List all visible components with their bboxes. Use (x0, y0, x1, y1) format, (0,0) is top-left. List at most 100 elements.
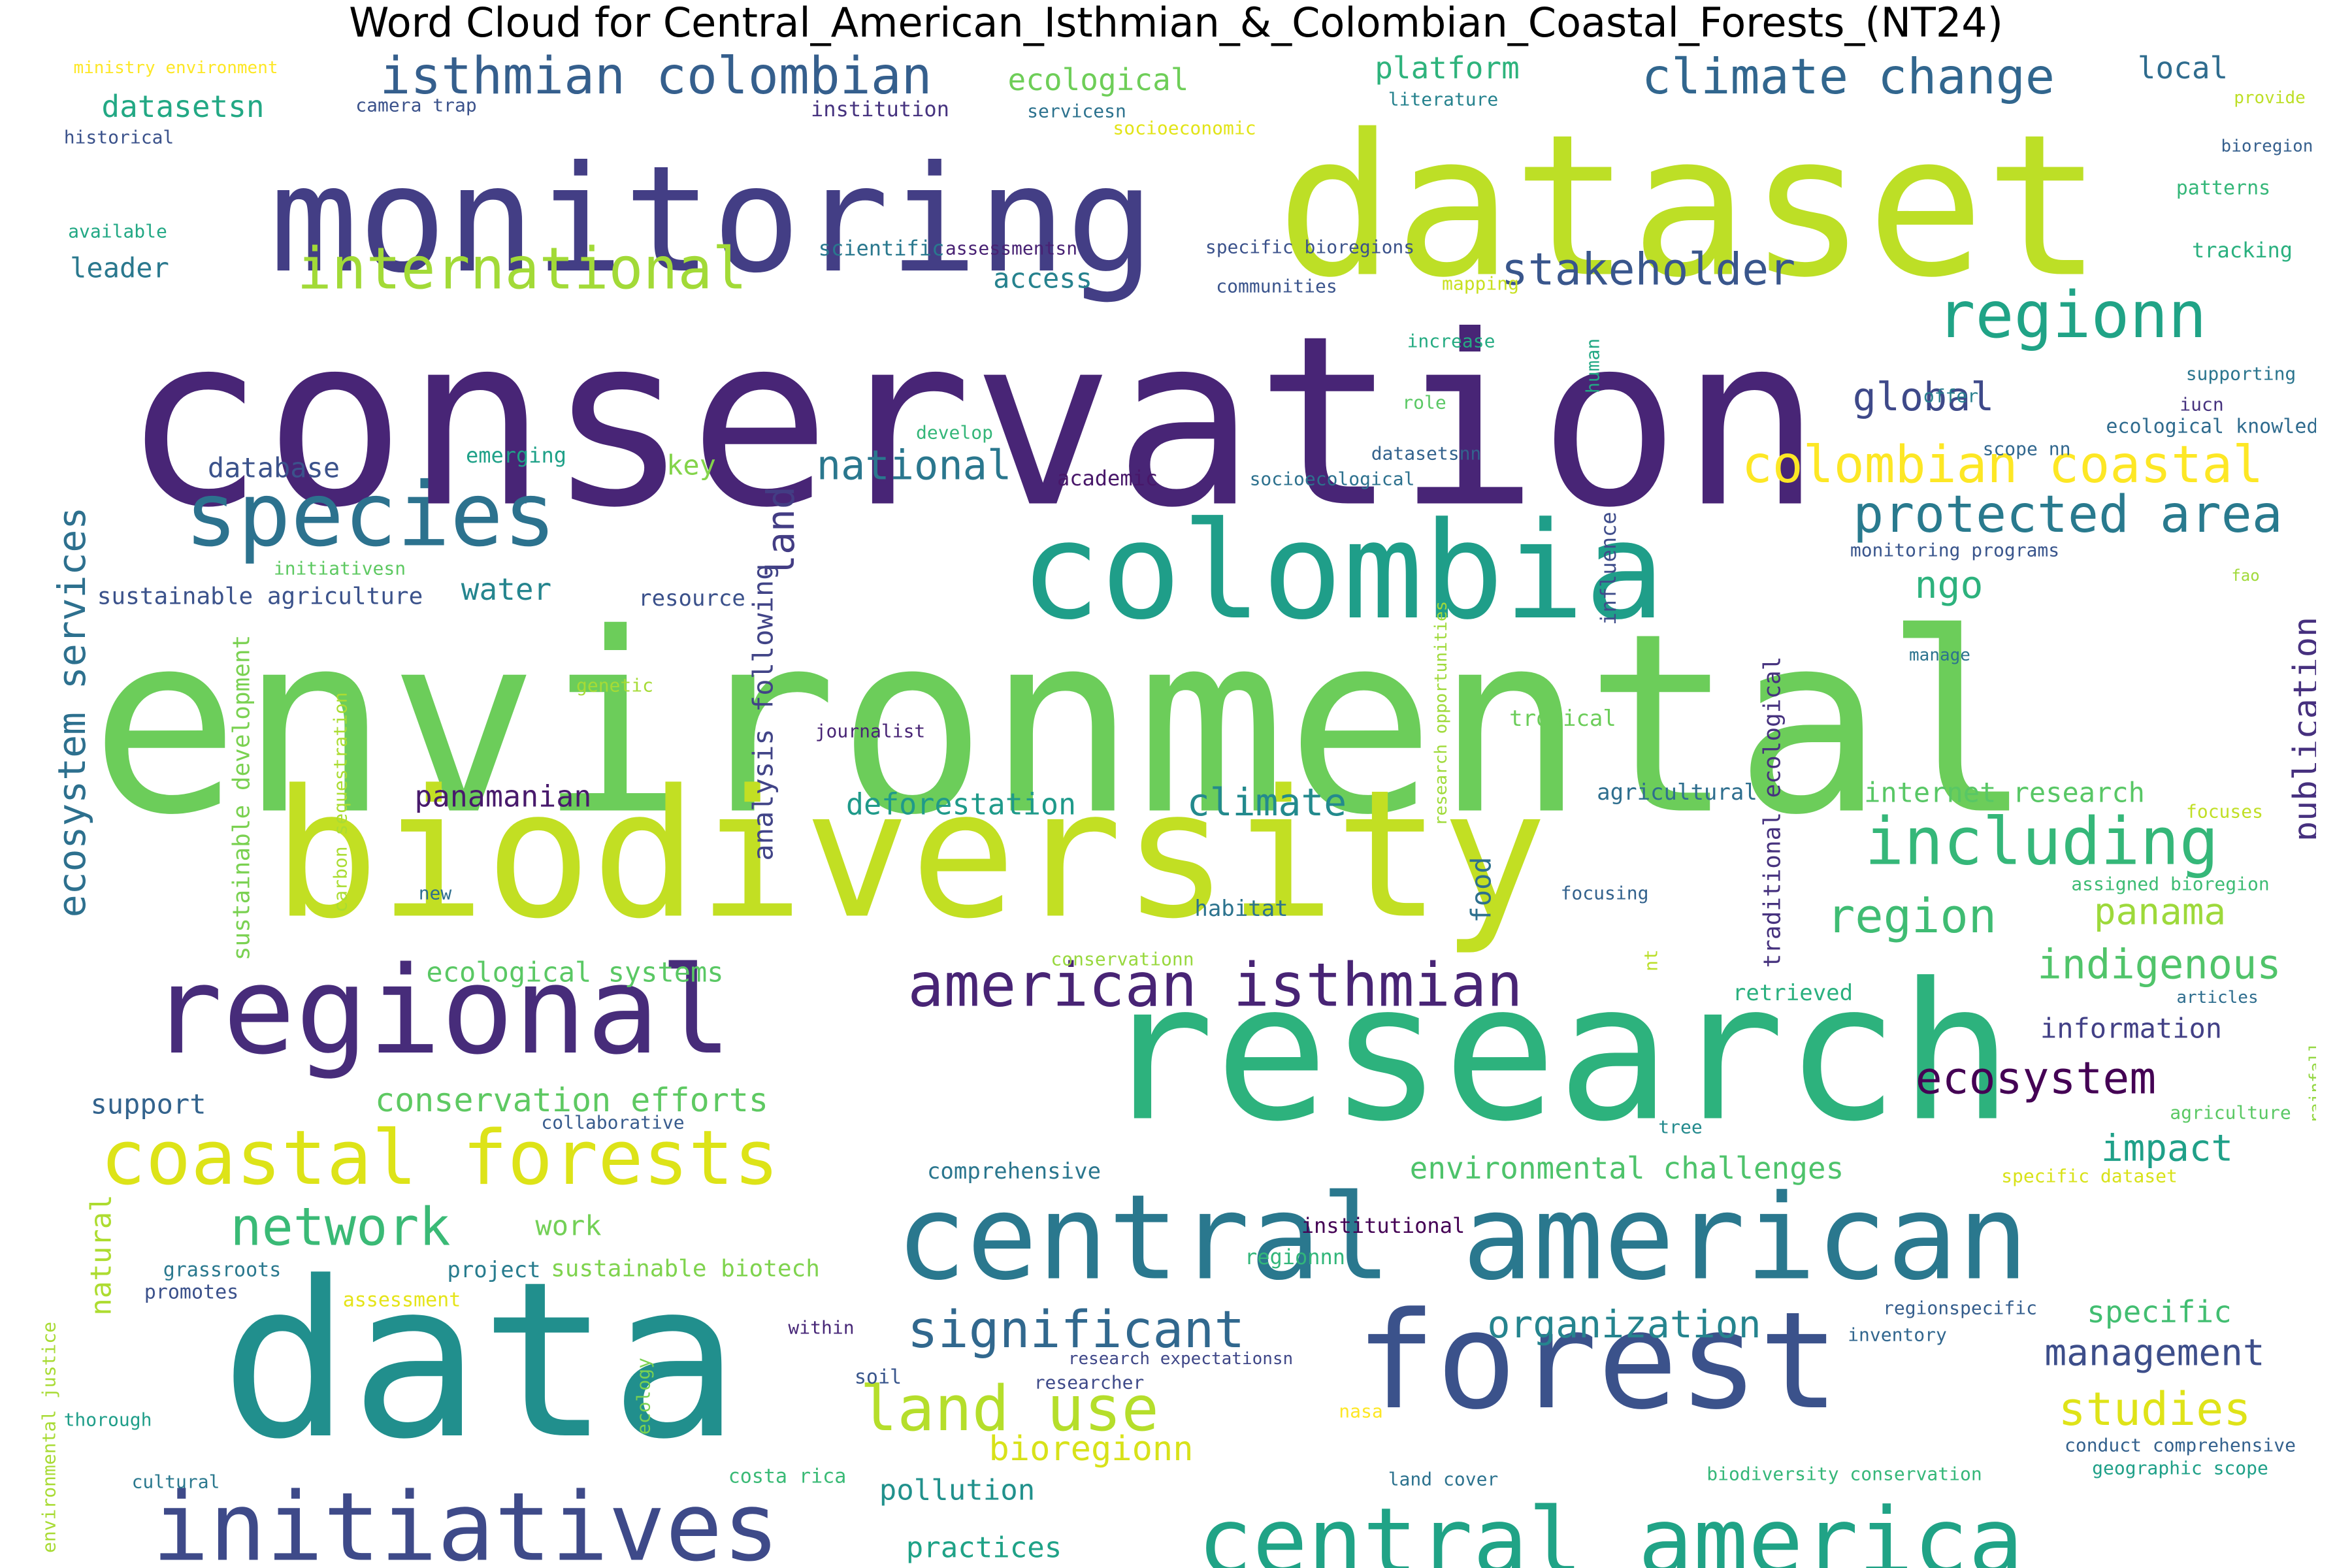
word-including: including (1865, 804, 2219, 880)
word-genetic: genetic (576, 675, 653, 696)
word-conduct-comprehensive: conduct comprehensive (2065, 1435, 2296, 1456)
word-ecology: ecology (633, 1358, 655, 1435)
chart-title: Word Cloud for Central_American_Isthmian… (349, 0, 2003, 46)
word-socioeconomic: socioeconomic (1113, 118, 1256, 139)
word-global: global (1853, 374, 1995, 420)
word-thorough: thorough (64, 1409, 152, 1431)
word-protected-area: protected area (1853, 485, 2282, 544)
word-ecological-systems: ecological systems (426, 956, 723, 988)
word-articles: articles (2176, 988, 2258, 1007)
word-analysis-following: analysis following (747, 563, 779, 860)
word-research-opportunities: research opportunities (1431, 601, 1451, 826)
word-isthmian-colombian: isthmian colombian (380, 52, 932, 106)
word-management: management (2044, 1332, 2264, 1375)
word-resource: resource (638, 585, 745, 612)
word-conservationn: conservationn (1051, 949, 1194, 970)
word-sustainable-agriculture: sustainable agriculture (97, 583, 423, 610)
word-sustainable-biotech: sustainable biotech (551, 1256, 820, 1282)
word-deforestation: deforestation (846, 787, 1076, 822)
word-impact: impact (2101, 1128, 2233, 1170)
word-inventory: inventory (1848, 1324, 1947, 1346)
word-work: work (535, 1210, 601, 1242)
word-develop: develop (916, 422, 993, 444)
word-climate: climate (1187, 780, 1347, 825)
word-tracking: tracking (2192, 238, 2293, 263)
word-cloud: conservation environmental biodiversity dat… (36, 52, 2316, 1568)
word-regionn: regionn (1936, 278, 2206, 353)
word-land-use: land use (860, 1373, 1159, 1445)
word-retrieved: retrieved (1733, 980, 1853, 1006)
word-manage: manage (1909, 645, 1970, 665)
word-comprehensive: comprehensive (927, 1158, 1101, 1184)
word-natural: natural (85, 1194, 118, 1315)
word-climate-change: climate change (1642, 52, 2055, 105)
word-scope-nn: scope nn (1983, 438, 2071, 460)
word-central-american: central american (896, 1170, 2029, 1307)
word-mapping: mapping (1442, 273, 1519, 295)
word-scientific: scientific (819, 236, 945, 261)
word-studies: studies (2058, 1382, 2251, 1436)
word-journalist: journalist (815, 721, 926, 742)
word-assessmentsn: assessmentsn (945, 238, 1077, 259)
word-datasetsnn: datasetsnn (1371, 443, 1482, 465)
word-information: information (2040, 1013, 2222, 1045)
word-environmental-justice: environmental justice (39, 1322, 60, 1553)
word-practices: practices (906, 1531, 1062, 1565)
word-colombia: colombia (1020, 494, 1665, 649)
word-institution: institution (811, 97, 949, 122)
word-focuses: focuses (2186, 801, 2263, 823)
word-access: access (993, 263, 1092, 295)
word-land: land (759, 486, 803, 578)
word-available: available (68, 221, 167, 242)
word-significant: significant (907, 1301, 1245, 1360)
word-communities: communities (1216, 276, 1337, 297)
word-specific-bioregions: specific bioregions (1205, 237, 1414, 258)
word-local: local (2138, 52, 2228, 86)
word-conservation: conservation (123, 286, 1822, 559)
word-american-isthmian: american isthmian (907, 951, 1523, 1021)
word-ecological: ecological (1008, 62, 1189, 97)
word-platform: platform (1375, 52, 1520, 86)
word-soil: soil (855, 1366, 902, 1389)
word-ecological-knowledge: ecological knowledge (2106, 416, 2316, 438)
word-institutional: institutional (1301, 1213, 1465, 1238)
word-bioregionn: bioregionn (988, 1429, 1193, 1469)
word-initiativesn: initiativesn (274, 558, 406, 580)
word-grassroots: grassroots (163, 1259, 282, 1282)
word-human: human (1582, 338, 1604, 393)
word-offer: offer (1923, 385, 1978, 407)
word-land-cover: land cover (1388, 1469, 1499, 1490)
word-support: support (90, 1088, 206, 1120)
word-habitat: habitat (1194, 896, 1288, 922)
word-publication: publication (2287, 617, 2316, 841)
word-research: research (1101, 943, 2014, 1164)
word-researcher: researcher (1034, 1372, 1145, 1394)
word-datasetsn: datasetsn (101, 89, 264, 124)
word-monitoring-programs: monitoring programs (1850, 540, 2059, 561)
word-species: species (185, 464, 557, 566)
word-nt: nt (1641, 949, 1662, 972)
word-servicesn: servicesn (1027, 101, 1126, 122)
word-costa-rica: costa rica (728, 1465, 847, 1488)
word-key: key (666, 449, 716, 482)
word-assessment: assessment (343, 1289, 461, 1312)
word-water: water (461, 572, 551, 607)
word-data: data (221, 1235, 740, 1486)
word-specific: specific (2087, 1294, 2232, 1330)
word-internet-research: internet research (1864, 777, 2145, 809)
word-network: network (230, 1197, 450, 1258)
word-patterns: patterns (2176, 177, 2271, 200)
word-nasa: nasa (1339, 1401, 1382, 1422)
word-stakeholder: stakeholder (1501, 244, 1795, 296)
word-conservation-efforts: conservation efforts (375, 1081, 768, 1119)
word-colombian-coastal: colombian coastal (1742, 436, 2263, 495)
word-fao: fao (2231, 566, 2259, 585)
word-focusing: focusing (1561, 883, 1649, 904)
word-ministry-environment: ministry environment (73, 58, 278, 78)
word-region: region (1827, 889, 1997, 943)
word-biodiversity-conservation: biodiversity conservation (1707, 1463, 1982, 1485)
word-iucn: iucn (2180, 394, 2223, 416)
word-ecosystem-services: ecosystem services (50, 507, 94, 918)
word-bioregion: bioregion (2221, 137, 2313, 156)
word-project: project (447, 1257, 540, 1283)
